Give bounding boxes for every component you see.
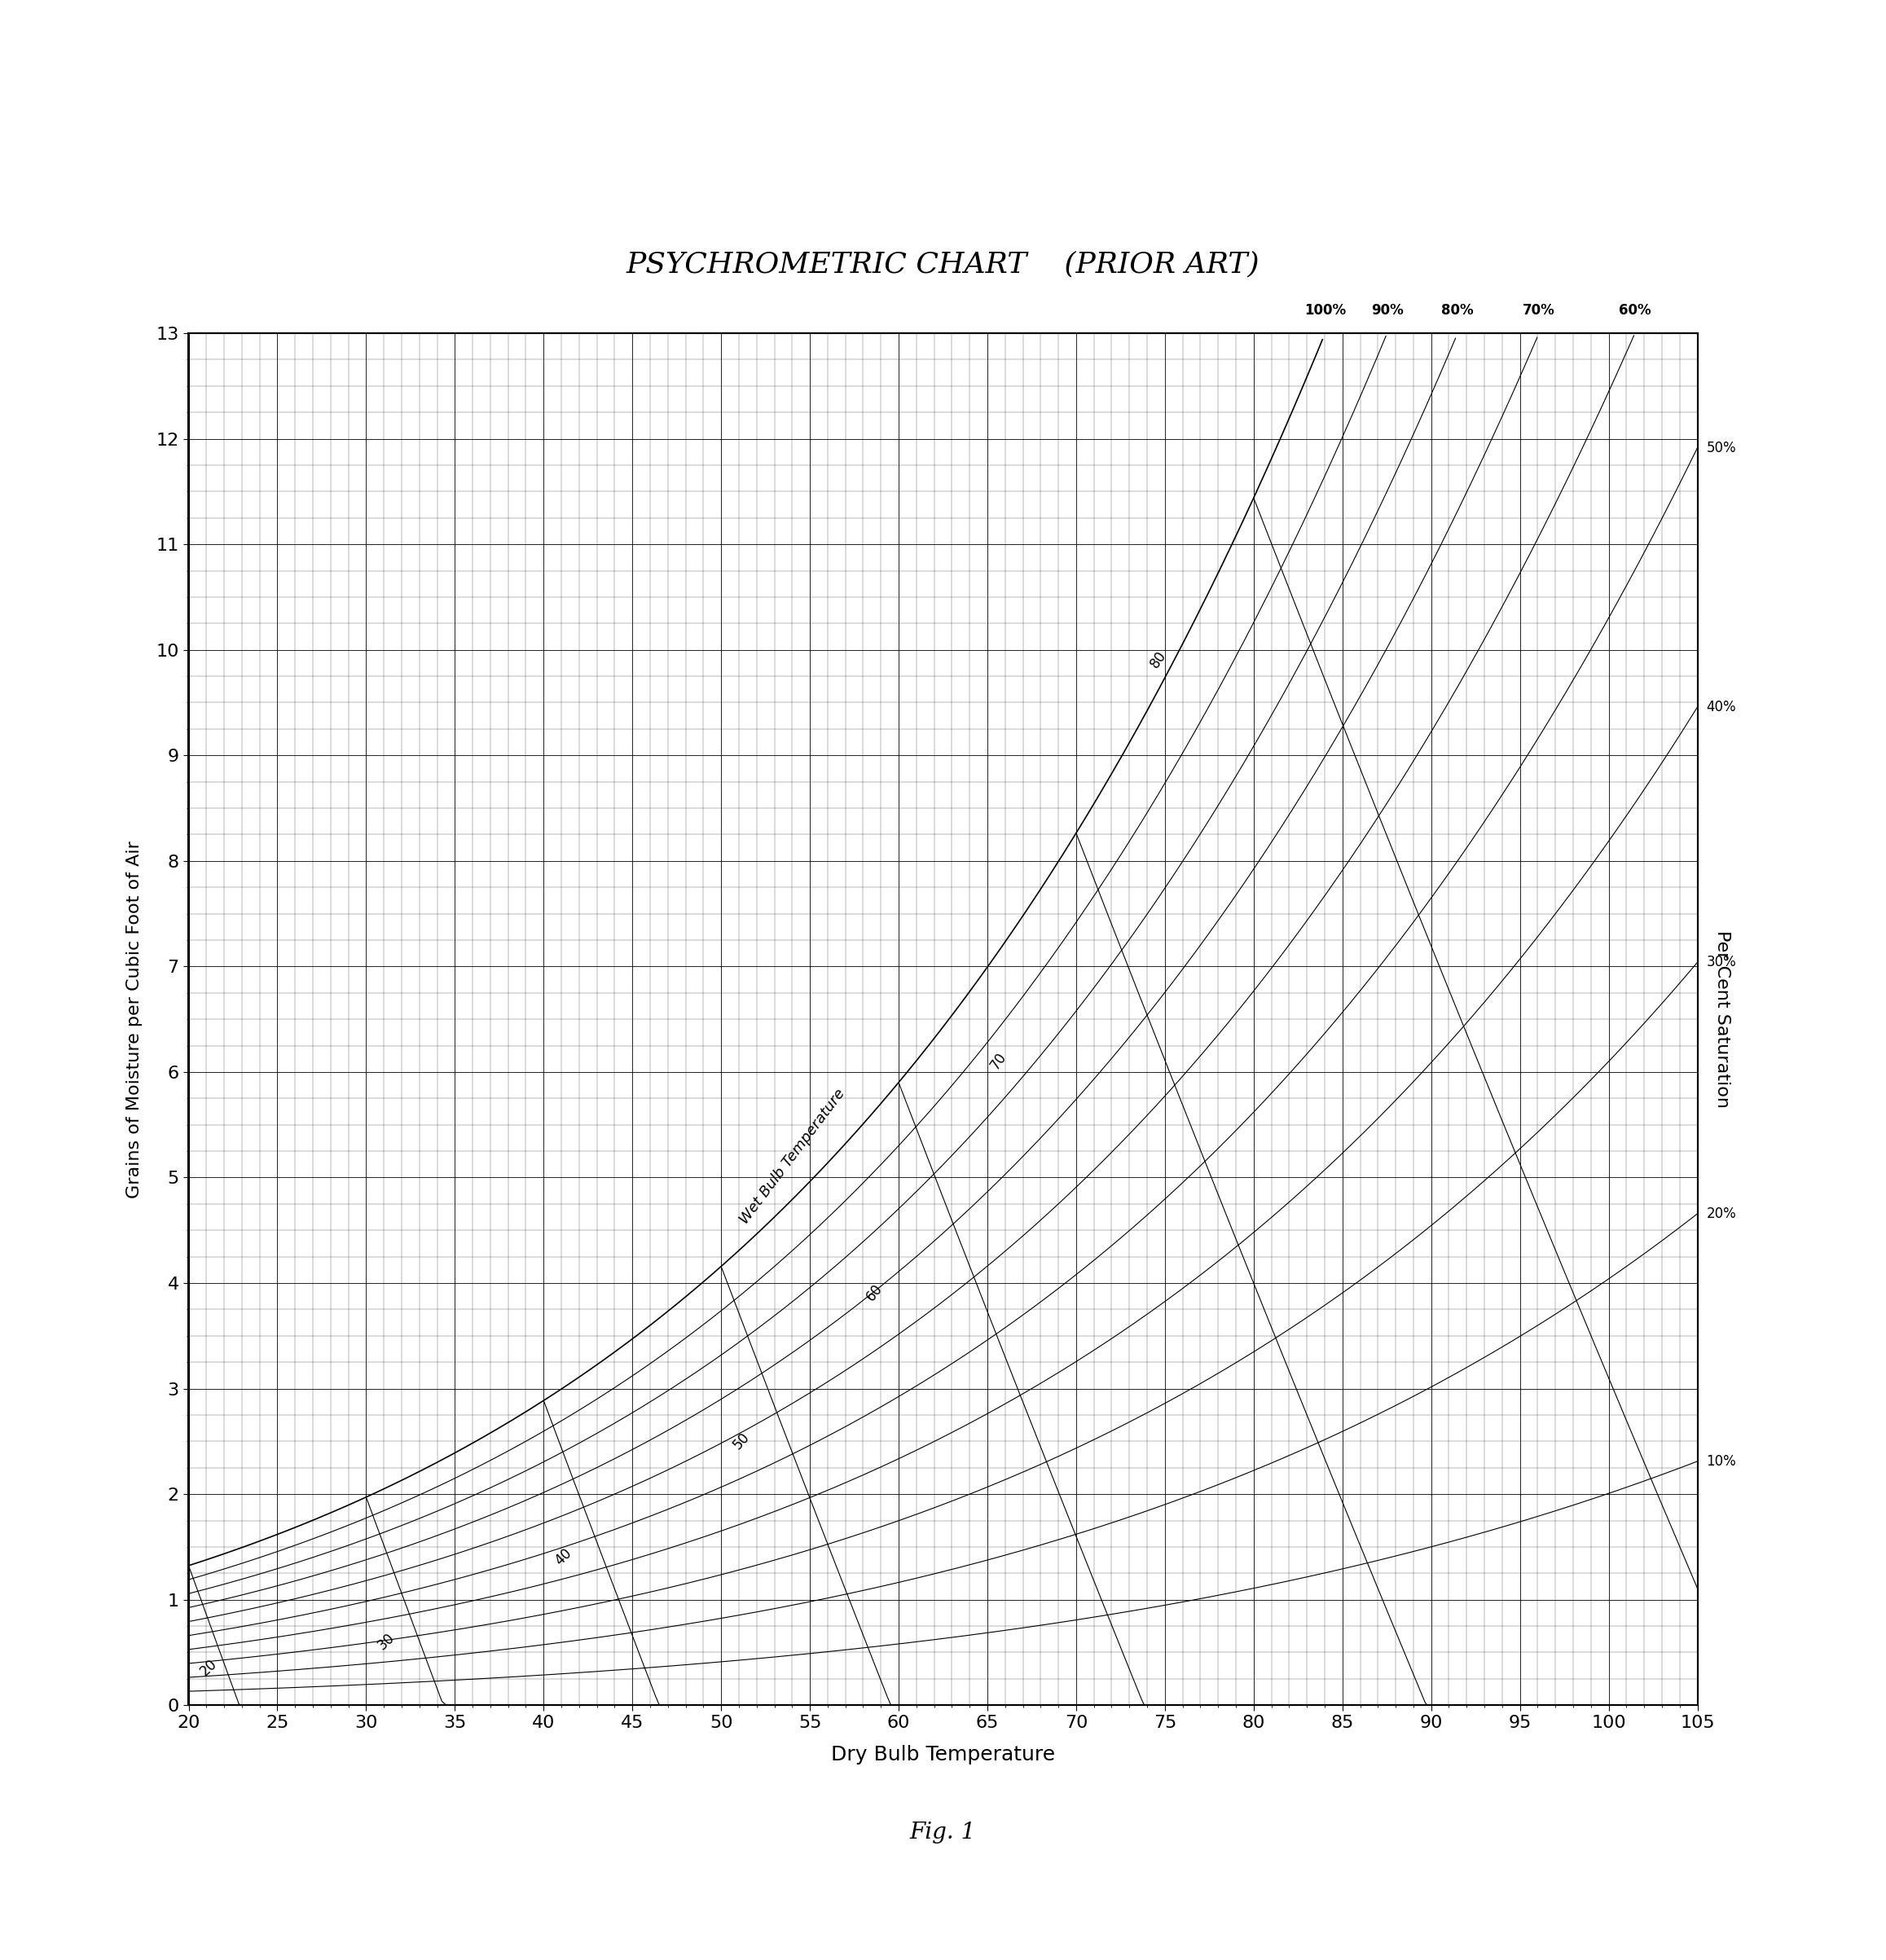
Text: PSYCHROMETRIC CHART    (PRIOR ART): PSYCHROMETRIC CHART (PRIOR ART) (626, 251, 1260, 278)
Text: 80: 80 (1147, 649, 1169, 670)
Text: 80%: 80% (1441, 302, 1473, 318)
Text: 20: 20 (198, 1656, 221, 1680)
Text: 50: 50 (730, 1429, 753, 1452)
Text: 40: 40 (553, 1546, 575, 1568)
Text: 30: 30 (375, 1631, 398, 1652)
Text: 40%: 40% (1707, 700, 1737, 713)
Text: Fig. 1: Fig. 1 (909, 1821, 977, 1844)
Text: 30%: 30% (1707, 955, 1737, 970)
Text: 60: 60 (864, 1282, 885, 1303)
Text: Wet Bulb Temperature: Wet Bulb Temperature (737, 1086, 847, 1227)
Y-axis label: Per Cent Saturation: Per Cent Saturation (1714, 931, 1731, 1107)
Text: 70%: 70% (1522, 302, 1556, 318)
Text: 60%: 60% (1618, 302, 1650, 318)
Text: 50%: 50% (1707, 441, 1737, 455)
Y-axis label: Grains of Moisture per Cubic Foot of Air: Grains of Moisture per Cubic Foot of Air (126, 841, 141, 1198)
Text: 10%: 10% (1707, 1454, 1737, 1468)
Text: 100%: 100% (1305, 302, 1347, 318)
Text: 90%: 90% (1371, 302, 1403, 318)
Text: 20%: 20% (1707, 1207, 1737, 1221)
Text: 70: 70 (988, 1049, 1009, 1072)
X-axis label: Dry Bulb Temperature: Dry Bulb Temperature (832, 1744, 1054, 1764)
